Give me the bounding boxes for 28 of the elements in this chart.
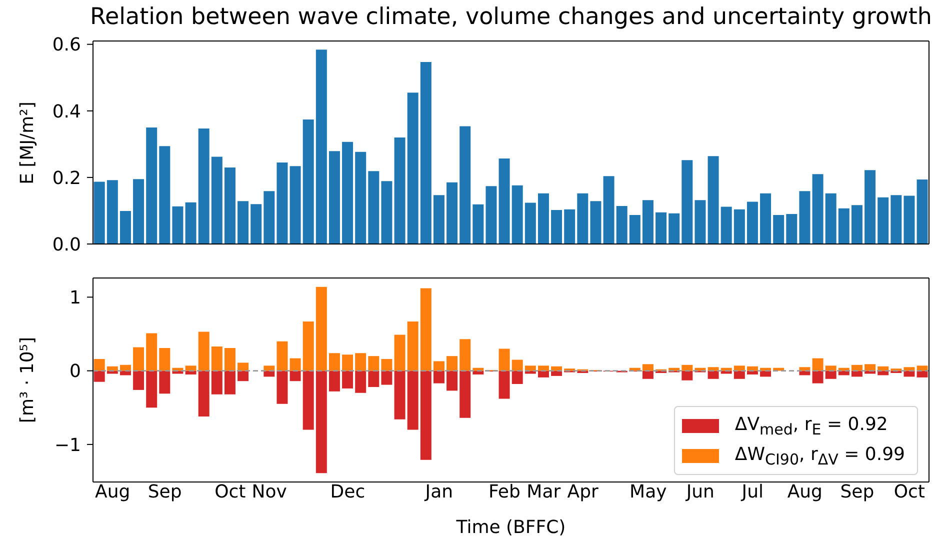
chart-title: Relation between wave climate, volume changes and uncertainty growth [90,4,932,30]
x-tick-label: Jun [685,481,714,502]
x-tick-label: Nov [252,481,288,502]
x-tick-label: Dec [330,481,366,502]
y-tick-label: 0.2 [52,168,81,189]
x-tick-label: Aug [95,481,130,502]
y-tick-label: 0.6 [52,34,81,56]
x-tick-label: May [630,481,668,502]
x-tick-label: Aug [787,481,822,502]
x-tick-label: Oct [214,481,246,502]
y-tick-label: 0.0 [52,234,81,256]
x-axis-title: Time (BFFC) [456,517,566,538]
legend-label: ΔV$_{med}$, r$_{E}$ = 0.92 [734,414,888,438]
y-axis-title: [m³ · 10⁵] [17,336,38,424]
x-tick-label: Mar [526,481,562,502]
x-tick-label: Sep [840,481,874,502]
x-tick-label: Sep [148,481,182,502]
x-tick-label: Apr [567,481,600,502]
y-tick-label: 0 [70,361,81,382]
x-tick-label: Feb [488,481,520,502]
x-tick-label: Oct [894,481,925,502]
y-tick-label: 0.4 [52,101,81,122]
y-axis-title: E [MJ/m²] [17,101,38,184]
x-tick-label: Jan [424,481,454,502]
legend-label: ΔW$_{CI90}$, r$_{ΔV}$ = 0.99 [734,444,905,468]
x-tick-label: Jul [740,481,764,502]
y-tick-label: 1 [70,288,81,309]
y-tick-label: −1 [54,434,81,456]
